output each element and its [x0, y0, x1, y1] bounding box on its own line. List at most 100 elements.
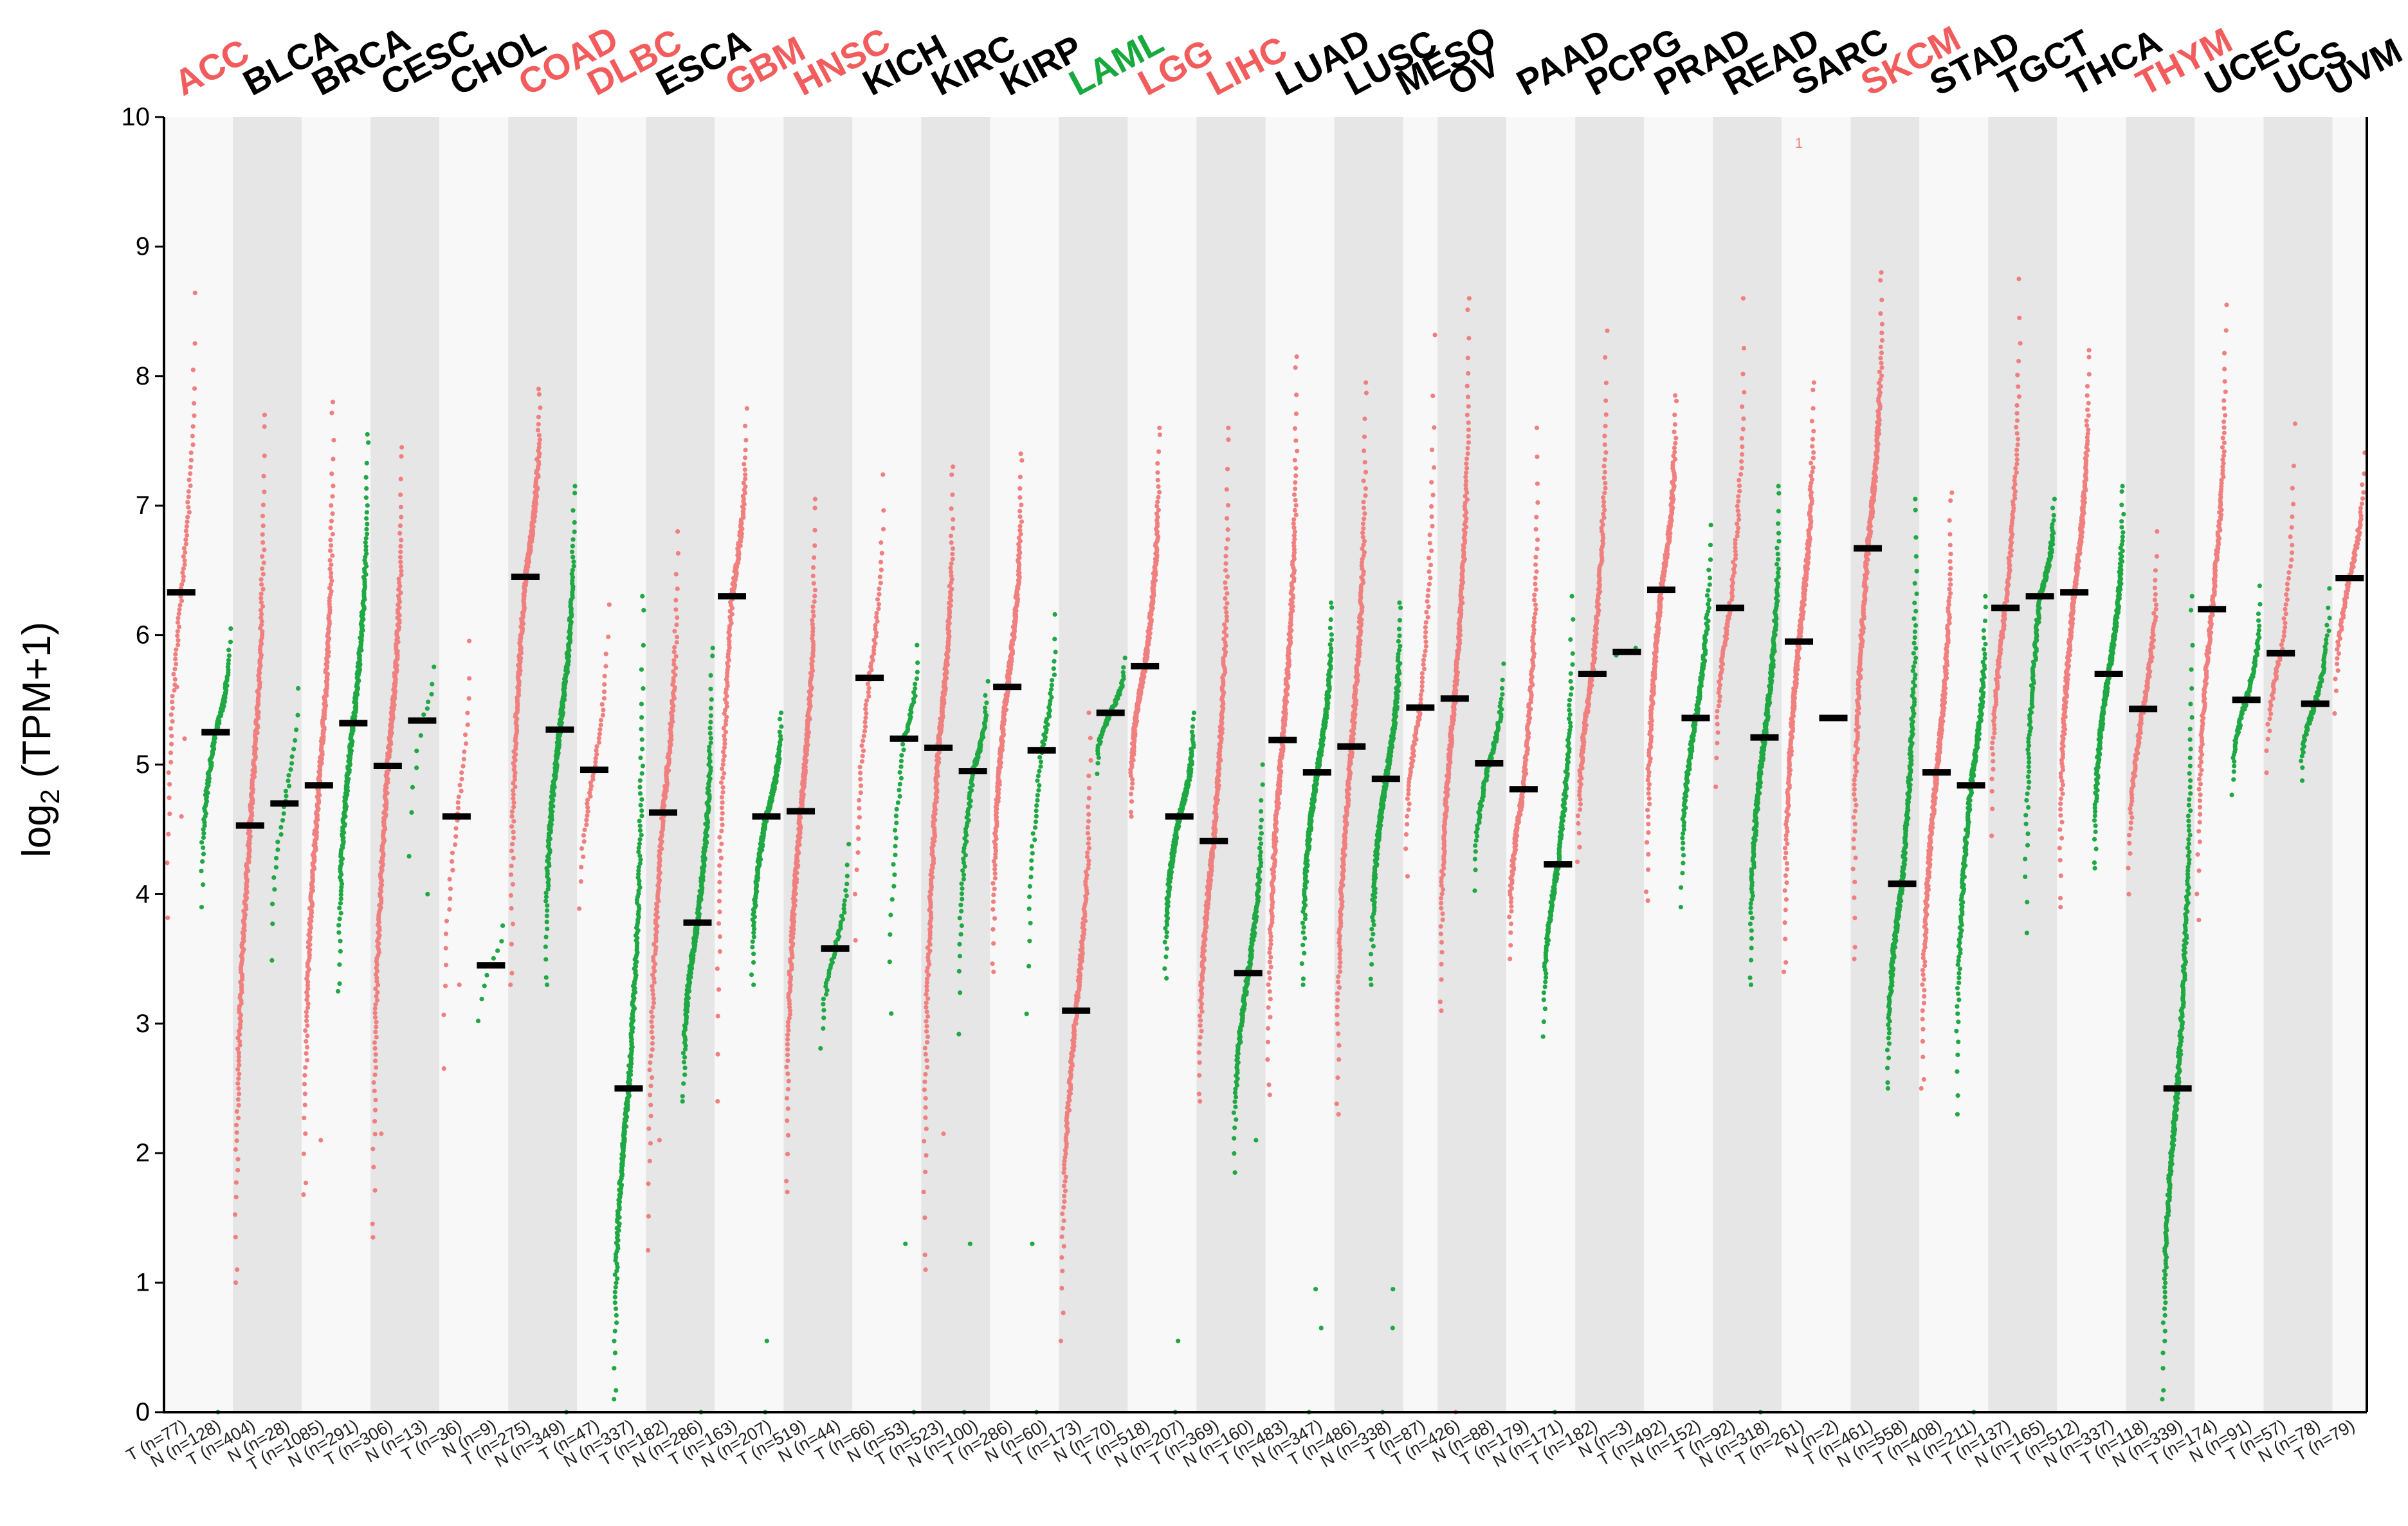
sample-dot	[720, 785, 725, 790]
sample-dot	[844, 873, 850, 878]
sample-dot	[888, 913, 893, 918]
sample-dot	[949, 472, 954, 477]
sample-dot	[511, 800, 516, 805]
sample-dot	[466, 639, 472, 644]
sample-dot	[957, 916, 962, 921]
sample-dot	[717, 871, 723, 877]
sample-dot	[572, 529, 577, 534]
sample-dot	[181, 578, 186, 583]
sample-dot	[923, 1071, 928, 1077]
sample-dot	[1030, 851, 1035, 856]
sample-dot	[191, 401, 197, 406]
sample-dot	[455, 800, 461, 805]
sample-dot	[960, 896, 965, 902]
sample-dot	[302, 1102, 307, 1107]
sample-dot	[337, 981, 342, 986]
sample-dot	[646, 1181, 651, 1186]
sample-dot	[328, 543, 334, 548]
sample-dot	[190, 433, 195, 439]
sample-dot	[289, 761, 295, 766]
sample-dot	[859, 743, 864, 749]
sample-dot	[236, 1050, 241, 1055]
sample-dot	[499, 939, 504, 944]
sample-dot	[572, 484, 578, 489]
sample-dot	[922, 1079, 927, 1084]
sample-dot	[743, 448, 748, 453]
sample-dot	[461, 756, 466, 762]
sample-dot	[306, 986, 311, 992]
sample-dot	[897, 788, 902, 793]
sample-dot	[399, 538, 404, 543]
sample-dot	[924, 988, 929, 993]
sample-dot	[717, 863, 722, 868]
sample-dot	[1017, 495, 1023, 500]
sample-dot	[1017, 523, 1023, 529]
sample-dot	[680, 1099, 685, 1104]
sample-dot	[812, 505, 817, 511]
sample-dot	[651, 1000, 657, 1006]
sample-dot	[1199, 1028, 1204, 1033]
sample-dot	[233, 1147, 239, 1152]
sample-dot	[877, 586, 882, 592]
sample-dot	[165, 860, 170, 866]
sample-dot	[895, 800, 901, 805]
sample-dot	[199, 840, 205, 845]
sample-dot	[639, 797, 644, 802]
sample-dot	[337, 905, 342, 911]
sample-dot	[853, 938, 858, 943]
sample-dot	[878, 581, 883, 586]
sample-dot	[647, 1093, 653, 1098]
sample-dot	[639, 737, 644, 742]
sample-dot	[1086, 846, 1092, 851]
sample-dot	[235, 1067, 241, 1072]
sample-dot	[949, 561, 954, 567]
sample-dot	[923, 1115, 928, 1120]
sample-dot	[1037, 768, 1042, 774]
sample-dot	[638, 803, 643, 808]
sample-dot	[960, 868, 965, 873]
sample-dot	[190, 424, 196, 429]
sample-dot	[303, 1180, 309, 1186]
sample-dot	[779, 724, 784, 729]
sample-dot	[785, 1118, 790, 1123]
sample-dot	[177, 607, 182, 612]
sample-dot	[925, 1034, 931, 1039]
sample-dot	[421, 712, 426, 717]
band-gbm	[715, 117, 784, 1412]
sample-dot	[958, 932, 963, 937]
sample-dot	[612, 1366, 617, 1371]
sample-dot	[612, 1294, 617, 1300]
sample-dot	[337, 916, 342, 922]
sample-dot	[1197, 1073, 1202, 1078]
sample-dot	[924, 1126, 929, 1131]
sample-dot	[329, 410, 334, 415]
sample-dot	[607, 602, 612, 607]
sample-dot	[1154, 504, 1160, 509]
sample-dot	[1164, 930, 1169, 935]
sample-dot	[447, 877, 452, 882]
sample-dot	[1026, 906, 1032, 911]
sample-dot	[722, 753, 727, 759]
sample-dot	[452, 842, 458, 848]
sample-dot	[399, 572, 404, 577]
sample-dot	[372, 1072, 378, 1077]
sample-dot	[1061, 1205, 1066, 1210]
sample-dot	[169, 759, 174, 765]
sample-dot	[432, 664, 437, 669]
sample-dot	[1155, 460, 1160, 466]
sample-dot	[923, 1169, 928, 1174]
sample-dot	[339, 885, 344, 890]
sample-dot	[1164, 946, 1169, 951]
sample-dot	[962, 864, 967, 869]
sample-dot	[649, 1030, 654, 1035]
sample-dot	[708, 705, 713, 711]
band-skcm	[1850, 117, 1920, 1412]
sample-dot	[707, 725, 713, 731]
sample-dot	[186, 505, 191, 510]
sample-dot	[751, 960, 756, 965]
sample-dot	[374, 1019, 379, 1024]
sample-dot	[1191, 710, 1197, 716]
sample-dot	[338, 896, 343, 902]
sample-dot	[876, 601, 882, 607]
sample-dot	[1197, 1060, 1202, 1065]
